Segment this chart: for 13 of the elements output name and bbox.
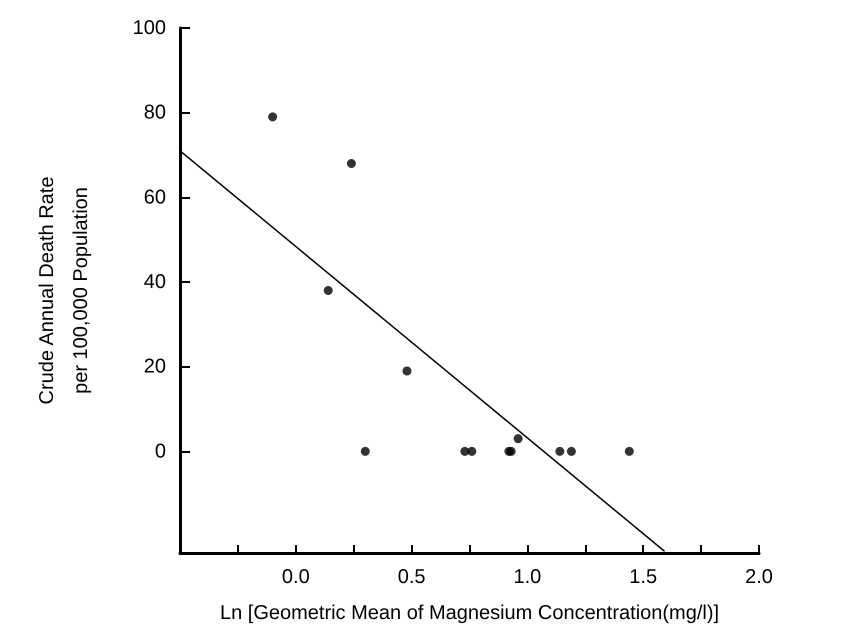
- x-tick-label: 1.0: [513, 566, 542, 588]
- y-tick-label: 40: [144, 271, 166, 294]
- y-tick-label: 60: [144, 186, 166, 208]
- x-tick-label: 2.0: [745, 566, 773, 588]
- y-tick-label: 0: [154, 440, 166, 462]
- y-tick-label: 80: [144, 102, 166, 124]
- x-tick-label: 1.5: [629, 566, 658, 588]
- y-tick-label: 100: [132, 17, 166, 39]
- x-axis-title: Ln [Geometric Mean of Magnesium Concentration(mg/l)]: [220, 602, 720, 624]
- y-tick-label: 20: [144, 356, 166, 378]
- x-tick-label: 0.5: [398, 566, 426, 588]
- y-axis-title: Crude Annual Death Rate per 100,000 Population: [36, 176, 92, 404]
- text: 0.0: [282, 566, 310, 588]
